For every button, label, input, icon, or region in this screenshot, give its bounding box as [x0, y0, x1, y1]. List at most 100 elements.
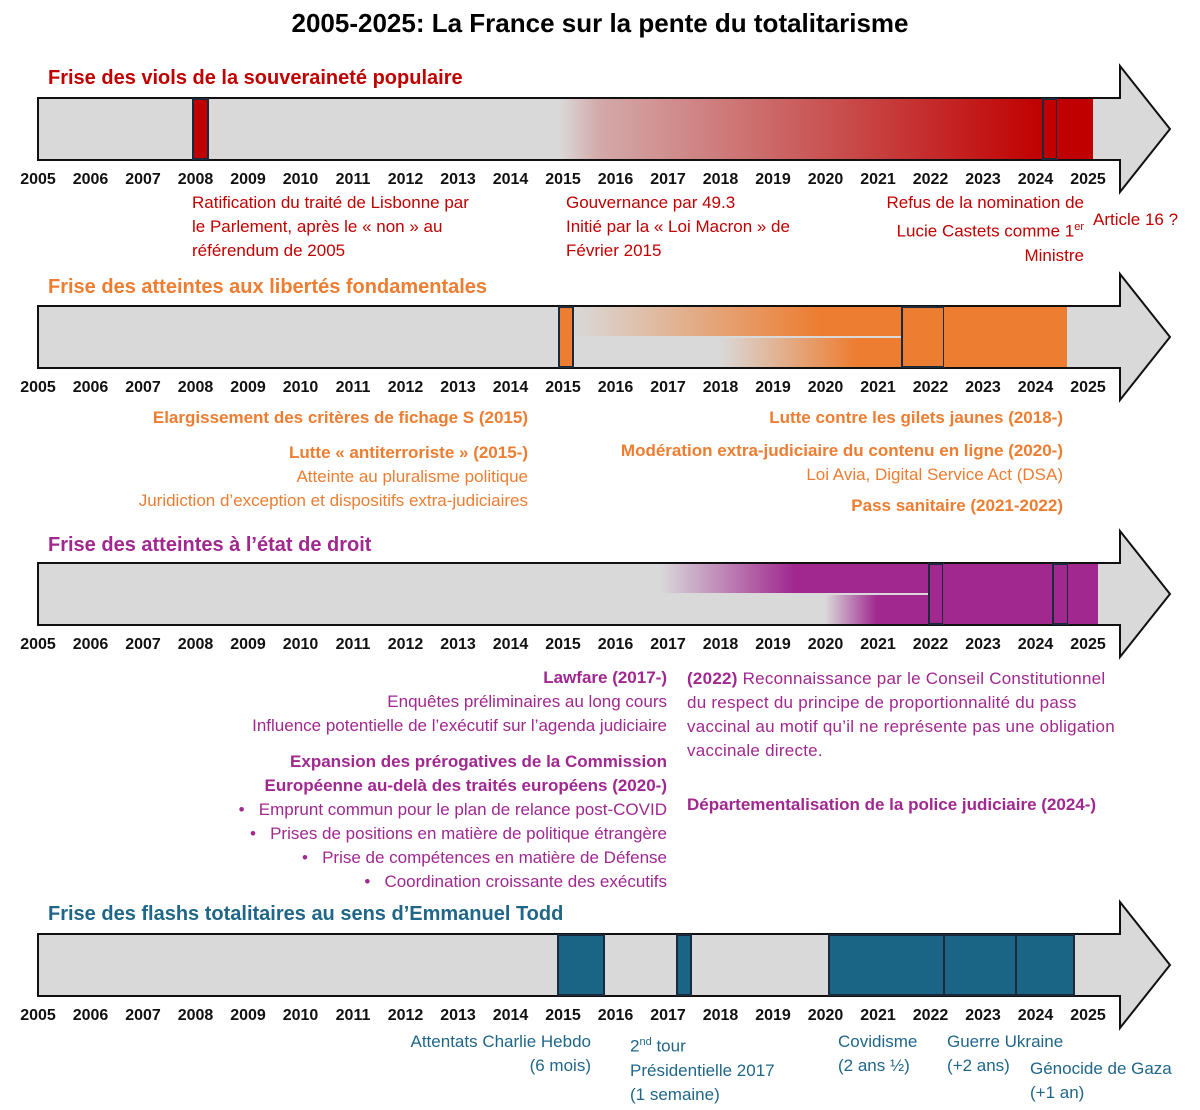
- year-label: 2008: [178, 379, 214, 396]
- note-line: Influence potentielle de l’exécutif sur …: [252, 716, 667, 735]
- timeline-segment: [573, 307, 902, 336]
- year-label: 2014: [493, 1007, 529, 1024]
- note-line: Covidisme: [838, 1032, 918, 1051]
- note-line: 2nd tour: [630, 1030, 775, 1059]
- year-label: 2018: [703, 1007, 739, 1024]
- year-label: 2006: [73, 1007, 109, 1024]
- year-label: 2021: [860, 636, 896, 653]
- note-bullet: • Prises de positions en matière de poli…: [249, 824, 667, 843]
- year-label: 2007: [125, 1007, 161, 1024]
- year-label: 2008: [178, 1007, 214, 1024]
- year-label: 2006: [73, 171, 109, 188]
- year-label: 2018: [703, 379, 739, 396]
- note-line: Génocide de Gaza: [1030, 1059, 1172, 1078]
- year-label: 2017: [650, 379, 686, 396]
- note-line: Ratification du traité de Lisbonne par: [192, 193, 469, 212]
- year-label: 2011: [336, 636, 371, 653]
- note-line: Initié par la « Loi Macron » de: [566, 217, 790, 236]
- note-bullet: • Emprunt commun pour le plan de relance…: [238, 800, 667, 819]
- note-charlie-hebdo: Attentats Charlie Hebdo (6 mois): [411, 1030, 592, 1078]
- year-label: 2009: [230, 171, 266, 188]
- timeline-segment: [943, 934, 1017, 996]
- note-covidisme: Covidisme (2 ans ½): [838, 1030, 917, 1078]
- timeline-segment: [944, 307, 1067, 367]
- year-label: 2016: [598, 1007, 634, 1024]
- year-label: 2005: [20, 636, 56, 653]
- note-line: (1 semaine): [630, 1084, 720, 1104]
- timeline-segment: [825, 595, 929, 624]
- note-conseil-constitutionnel: (2022) Reconnaissance par le Conseil Con…: [687, 667, 1115, 763]
- timeline-segment: [557, 934, 605, 996]
- year-label: 2008: [178, 171, 214, 188]
- year-label: 2015: [545, 1007, 581, 1024]
- note-line: vaccinale directe.: [687, 741, 823, 760]
- row-title-souverainete: Frise des viols de la souveraineté popul…: [48, 67, 463, 89]
- year-label: 2017: [650, 1007, 686, 1024]
- page-title: 2005-2025: La France sur la pente du tot…: [291, 8, 909, 38]
- note-antiterroriste: Lutte « antiterroriste » (2015-) Atteint…: [139, 441, 528, 513]
- note-line: Refus de la nomination de: [886, 193, 1084, 212]
- note-49-3: Gouvernance par 49.3 Initié par la « Loi…: [566, 191, 790, 263]
- timeline-segment: [1057, 99, 1093, 159]
- year-label: 2018: [703, 171, 739, 188]
- note-line: (+2 ans): [947, 1056, 1010, 1075]
- timeline-segment: [1042, 98, 1058, 160]
- note-line: référendum de 2005: [192, 241, 346, 260]
- year-label: 2006: [73, 379, 109, 396]
- row-title-libertes: Frise des atteintes aux libertés fondame…: [48, 276, 488, 298]
- year-label: 2025: [1070, 1007, 1106, 1024]
- year-label: 2012: [388, 379, 424, 396]
- year-label: 2018: [703, 636, 739, 653]
- year-label: 2022: [913, 379, 949, 396]
- note-line: (+1 an): [1030, 1083, 1085, 1102]
- year-label: 2005: [20, 379, 56, 396]
- note-line: Atteinte au pluralisme politique: [296, 467, 528, 486]
- year-label: 2022: [913, 1007, 949, 1024]
- note-bullet: • Prise de compétences en matière de Déf…: [301, 848, 667, 867]
- year-label: 2019: [755, 171, 791, 188]
- year-label: 2013: [440, 1007, 476, 1024]
- note-line: Ministre: [1024, 245, 1084, 265]
- year-label: 2020: [808, 379, 844, 396]
- year-label: 2010: [283, 636, 319, 653]
- timeline-segment: [192, 98, 209, 160]
- year-label: 2012: [388, 636, 424, 653]
- timeline-arrow: [37, 528, 1172, 660]
- year-label: 2024: [1018, 636, 1054, 653]
- year-label: 2017: [650, 171, 686, 188]
- year-label: 2019: [755, 636, 791, 653]
- note-moderation: Modération extra-judiciaire du contenu e…: [621, 439, 1063, 487]
- timeline-arrow: [37, 271, 1172, 403]
- note-line: Février 2015: [566, 241, 662, 260]
- note-line: Loi Avia, Digital Service Act (DSA): [806, 465, 1063, 484]
- year-label: 2007: [125, 636, 161, 653]
- year-label: 2015: [545, 171, 581, 188]
- note-article-16: Article 16 ?: [1093, 210, 1179, 229]
- year-label: 2019: [755, 379, 791, 396]
- year-label: 2011: [336, 171, 371, 188]
- superscript: er: [1074, 221, 1084, 233]
- year-label: 2007: [125, 171, 161, 188]
- note-line: (6 mois): [529, 1056, 591, 1075]
- note-gaza: Génocide de Gaza (+1 an): [1030, 1057, 1172, 1105]
- year-label: 2015: [545, 379, 581, 396]
- year-label: 2012: [388, 171, 424, 188]
- note-line: Guerre Ukraine: [947, 1032, 1064, 1051]
- note-text: Coordination croissante des exécutifs: [384, 872, 667, 891]
- year-label: 2008: [178, 636, 214, 653]
- note-text: tour: [651, 1036, 686, 1056]
- note-castets: Refus de la nomination de Lucie Castets …: [886, 191, 1084, 268]
- timeline-segment: [1052, 563, 1069, 625]
- timeline-segment: [558, 306, 574, 368]
- note-line: Juridiction d’exception et dispositifs e…: [138, 491, 528, 510]
- year-label: 2010: [283, 171, 319, 188]
- note-commission: Expansion des prérogatives de la Commiss…: [239, 750, 667, 894]
- year-label: 2023: [965, 379, 1001, 396]
- row-title-etat-de-droit: Frise des atteintes à l’état de droit: [48, 534, 372, 556]
- year-label: 2011: [336, 1007, 371, 1024]
- note-presidentielle: 2nd tour Présidentielle 2017 (1 semaine): [630, 1030, 775, 1107]
- note-line: (2022) Reconnaissance par le Conseil Con…: [687, 667, 1115, 691]
- year-label: 2025: [1070, 636, 1106, 653]
- timeline-segment: [1015, 934, 1075, 996]
- year-label: 2012: [388, 1007, 424, 1024]
